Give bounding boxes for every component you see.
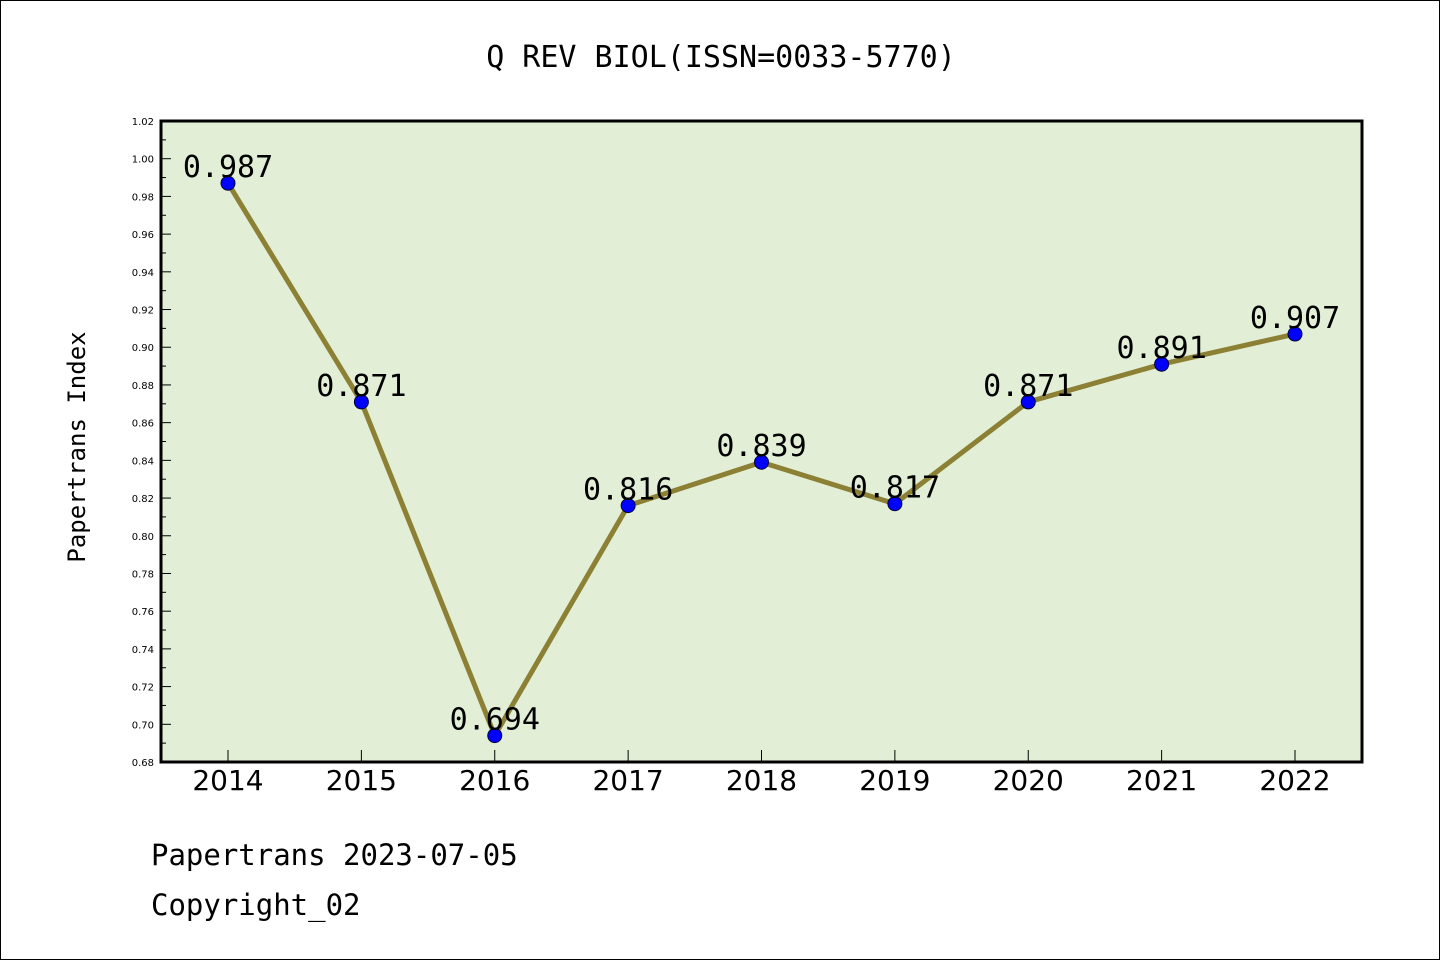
footer-copyright: Copyright_02 <box>151 888 361 923</box>
data-point <box>353 394 369 410</box>
y-tick-label: 0.98 <box>132 192 154 203</box>
y-axis: 0.68 0.70 0.72 0.74 0.76 0.78 0.80 0.82 0.84 0.86… <box>132 117 171 769</box>
y-tick-label: 0.96 <box>132 230 154 241</box>
series-papertrans-index <box>220 175 1303 744</box>
y-tick-label: 0.90 <box>132 343 154 354</box>
y-tick-label: 1.02 <box>132 117 154 128</box>
chart-title: Q REV BIOL(ISSN=0033-5770) <box>486 40 956 75</box>
x-tick-label: 2015 <box>326 764 397 797</box>
y-tick-label: 0.92 <box>132 306 154 317</box>
data-point <box>1287 326 1303 342</box>
y-tick-label: 0.80 <box>132 532 154 543</box>
y-tick-label: 0.94 <box>132 268 154 279</box>
data-label: 0.694 <box>450 703 540 738</box>
y-tick-label: 0.68 <box>132 758 154 769</box>
plot-area <box>159 119 1364 764</box>
data-point <box>1154 356 1170 372</box>
y-tick-label: 0.84 <box>132 456 154 467</box>
data-point <box>220 175 236 191</box>
x-tick-label: 2014 <box>192 764 263 797</box>
y-tick-label: 0.78 <box>132 569 154 580</box>
data-label: 0.891 <box>1116 331 1206 366</box>
data-label: 0.816 <box>583 473 673 508</box>
x-tick-label: 2018 <box>726 764 797 797</box>
x-tick-label: 2022 <box>1259 764 1330 797</box>
data-point <box>487 728 503 744</box>
data-label: 0.987 <box>183 150 273 185</box>
y-tick-label: 0.86 <box>132 419 154 430</box>
x-axis: 2014 2015 2016 2017 2018 2019 2020 2021 2022 <box>192 750 1331 797</box>
x-tick-label: 2021 <box>1126 764 1197 797</box>
y-axis-label: Papertrans Index <box>63 331 91 562</box>
y-tick-label: 0.70 <box>132 720 154 731</box>
data-point <box>887 496 903 512</box>
y-tick-label: 0.76 <box>132 607 154 618</box>
data-point <box>754 454 769 470</box>
data-label: 0.871 <box>983 369 1073 404</box>
y-tick-label: 1.00 <box>132 155 154 166</box>
x-tick-label: 2016 <box>459 764 530 797</box>
data-label: 0.839 <box>716 429 806 464</box>
x-tick-label: 2020 <box>993 764 1064 797</box>
y-tick-label: 0.88 <box>132 381 154 392</box>
x-tick-label: 2019 <box>859 764 930 797</box>
data-label: 0.907 <box>1250 301 1340 336</box>
footer-date: Papertrans 2023-07-05 <box>151 838 518 872</box>
data-point <box>620 498 636 514</box>
data-label: 0.817 <box>850 471 940 506</box>
y-tick-label: 0.74 <box>132 645 154 656</box>
data-point <box>1020 394 1036 410</box>
data-label: 0.871 <box>316 369 406 404</box>
y-tick-label: 0.82 <box>132 494 154 505</box>
y-tick-label: 0.72 <box>132 683 154 694</box>
data-labels: 0.987 0.871 0.694 0.816 0.839 0.817 0.871 0.891… <box>183 150 1340 737</box>
x-tick-label: 2017 <box>592 764 663 797</box>
